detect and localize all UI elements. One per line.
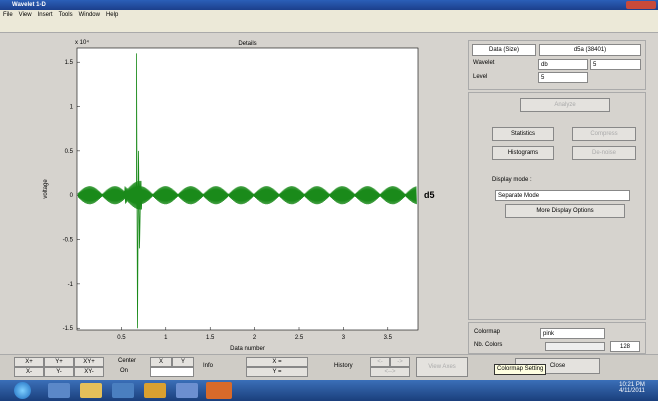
x-tick-label: 2.5 xyxy=(295,335,304,341)
colormap-dropdown[interactable]: pink xyxy=(540,328,605,339)
data-frame xyxy=(468,40,646,90)
analyze-button[interactable]: Analyze xyxy=(520,98,610,112)
window-controls[interactable] xyxy=(626,1,656,9)
taskbar-icon[interactable] xyxy=(80,383,102,398)
display-mode-label: Display mode : xyxy=(492,177,532,183)
nb-colors-value: 128 xyxy=(610,341,640,352)
clock-time: 10:21 PM xyxy=(619,382,645,388)
taskbar-icon[interactable] xyxy=(144,383,166,398)
menu-item[interactable]: Tools xyxy=(58,12,73,18)
menu-item[interactable]: View xyxy=(18,12,32,18)
menu-item[interactable]: Help xyxy=(105,12,119,18)
zoom-button[interactable]: XY+ xyxy=(74,357,104,367)
nb-colors-slider[interactable] xyxy=(545,342,605,351)
center-state: On xyxy=(120,368,129,374)
toolbar xyxy=(0,20,658,33)
y-tick-label: -1.5 xyxy=(63,326,74,332)
center-field xyxy=(150,367,194,377)
taskbar-icon[interactable] xyxy=(112,383,134,398)
history-label: History xyxy=(334,363,353,369)
display-mode-dropdown[interactable]: Separate Mode xyxy=(495,190,630,201)
colormap-frame xyxy=(468,322,646,354)
x-info: X = xyxy=(246,357,308,367)
x-tick-label: 3 xyxy=(342,335,346,341)
clock: 10:21 PM 4/11/2011 xyxy=(612,382,652,394)
colormap-label: Colormap xyxy=(474,329,501,335)
wavelet-label: Wavelet xyxy=(473,60,495,66)
taskbar-icon[interactable] xyxy=(48,383,70,398)
level-dropdown[interactable]: 5 xyxy=(538,72,588,83)
center-y-button[interactable]: Y xyxy=(172,357,194,367)
history-back[interactable]: <- xyxy=(370,357,390,367)
info-label: Info xyxy=(203,363,214,369)
menu-item[interactable]: Window xyxy=(78,12,100,18)
axis-multiplier: x 10⁴ xyxy=(75,39,89,46)
center-x-button[interactable]: X xyxy=(150,357,172,367)
menu-item[interactable]: File xyxy=(3,12,13,18)
plot-title: Details xyxy=(238,41,256,47)
data-value: d5a (38401) xyxy=(539,44,641,56)
y-info: Y = xyxy=(246,367,308,377)
window-title: Wavelet 1-D xyxy=(12,2,46,8)
history-forward[interactable]: -> xyxy=(390,357,410,367)
x-tick-label: 2 xyxy=(253,335,257,341)
x-axis-label: Data number xyxy=(230,346,265,352)
plot-area: Details x 10⁴ Data number voltage 0.5 1 1.5 2 2.… xyxy=(43,39,435,352)
signal xyxy=(77,53,417,329)
analysis-frame xyxy=(468,92,646,320)
zoom-button[interactable]: Y- xyxy=(44,367,74,377)
y-tick-label: 1.5 xyxy=(65,60,74,66)
title-bar: Wavelet 1-D xyxy=(0,0,658,10)
x-tick-label: 1 xyxy=(164,335,168,341)
x-tick-label: 3.5 xyxy=(384,335,393,341)
center-label: Center xyxy=(118,358,137,364)
start-button[interactable] xyxy=(14,382,31,399)
colormap-setting-tooltip: Colormap Setting xyxy=(494,364,547,375)
x-tick-label: 0.5 xyxy=(117,335,126,341)
zoom-button[interactable]: XY- xyxy=(74,367,104,377)
y-axis-label: voltage xyxy=(43,179,49,199)
y-tick-label: 1 xyxy=(70,105,74,111)
x-tick-label: 1.5 xyxy=(206,335,215,341)
more-options-button[interactable]: More Display Options xyxy=(505,204,625,218)
y-tick-label: 0 xyxy=(70,193,74,199)
menu-item[interactable]: Insert xyxy=(37,12,53,18)
data-label: Data (Size) xyxy=(472,44,536,56)
zoom-button[interactable]: X- xyxy=(14,367,44,377)
y-tick-label: 0.5 xyxy=(65,149,74,155)
zoom-button[interactable]: Y+ xyxy=(44,357,74,367)
taskbar-icon[interactable] xyxy=(176,383,198,398)
level-label: Level xyxy=(473,74,488,80)
statistics-button[interactable]: Statistics xyxy=(492,127,554,141)
history-both[interactable]: <--> xyxy=(370,367,410,377)
y-tick-label: -1 xyxy=(68,282,74,288)
series-label: d5 xyxy=(424,190,435,200)
histograms-button[interactable]: Histograms xyxy=(492,146,554,160)
clock-date: 4/11/2011 xyxy=(619,388,645,394)
wavelet-order-dropdown[interactable]: 5 xyxy=(590,59,641,70)
nb-colors-label: Nb. Colors xyxy=(474,342,503,348)
taskbar-icon-matlab[interactable] xyxy=(206,382,232,399)
view-axes-button[interactable]: View Axes xyxy=(416,357,468,377)
compress-button[interactable]: Compress xyxy=(572,127,636,141)
menu-bar: File View Insert Tools Window Help xyxy=(0,10,658,20)
y-tick-label: -0.5 xyxy=(63,238,74,244)
wavelet-dropdown[interactable]: db xyxy=(538,59,588,70)
denoise-button[interactable]: De-noise xyxy=(572,146,636,160)
zoom-button[interactable]: X+ xyxy=(14,357,44,367)
